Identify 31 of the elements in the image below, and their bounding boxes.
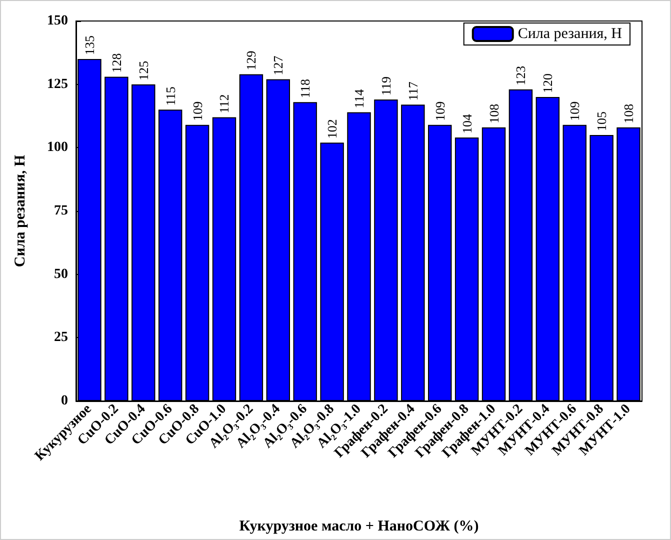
data-label: 123 xyxy=(513,66,528,86)
data-label: 117 xyxy=(405,81,420,101)
y-tick-label: 0 xyxy=(61,394,68,408)
data-label: 120 xyxy=(540,74,556,93)
data-label: 108 xyxy=(621,104,636,124)
y-tick-label: 125 xyxy=(47,76,68,92)
data-label: 102 xyxy=(324,119,340,139)
data-label: 109 xyxy=(432,101,448,121)
data-label: 127 xyxy=(270,55,286,76)
data-label: 135 xyxy=(82,36,97,55)
data-label: 119 xyxy=(378,76,394,96)
data-label: 105 xyxy=(594,112,610,131)
data-label: 109 xyxy=(190,101,205,121)
y-axis-title: Сила резания, Н xyxy=(12,154,28,268)
y-tick-label: 50 xyxy=(54,266,68,282)
x-axis-title: Кукурузное масло + НаноСОЖ (%) xyxy=(239,518,479,534)
data-label: 129 xyxy=(244,50,259,70)
data-label: 128 xyxy=(108,53,124,73)
data-label: 114 xyxy=(352,88,366,108)
data-label: 125 xyxy=(136,60,151,80)
data-label: 115 xyxy=(162,86,178,106)
y-tick-label: 150 xyxy=(47,14,68,28)
data-label: 104 xyxy=(459,114,474,134)
data-label: 112 xyxy=(216,94,232,114)
data-label: 109 xyxy=(567,101,582,121)
y-tick-label: 100 xyxy=(47,140,68,156)
y-tick-label: 75 xyxy=(54,204,68,218)
data-label: 118 xyxy=(298,79,313,98)
data-label: 108 xyxy=(486,104,502,124)
y-tick-label: 25 xyxy=(54,330,68,346)
legend-label: Сила резания, Н xyxy=(518,26,622,42)
